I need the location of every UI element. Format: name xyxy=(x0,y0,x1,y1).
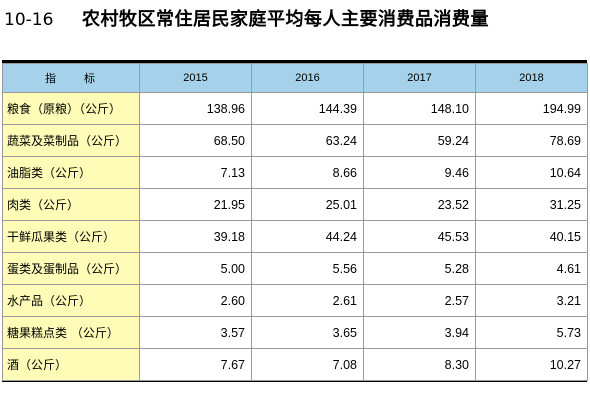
cell-value: 44.24 xyxy=(251,220,364,253)
table-row: 糖果糕点类 （公斤） 3.57 3.65 3.94 5.73 xyxy=(2,316,588,349)
header-year: 2018 xyxy=(475,63,588,93)
cell-value: 194.99 xyxy=(475,92,588,125)
table-row: 蔬菜及菜制品（公斤） 68.50 63.24 59.24 78.69 xyxy=(2,124,588,157)
table-row: 蛋类及蛋制品（公斤） 5.00 5.56 5.28 4.61 xyxy=(2,252,588,285)
cell-value: 2.61 xyxy=(251,284,364,317)
row-label: 粮食（原粮）（公斤） xyxy=(2,92,140,125)
consumption-table-frame: 指 标 2015 2016 2017 2018 粮食（原粮）（公斤） 138.9… xyxy=(2,60,588,382)
cell-value: 7.67 xyxy=(139,348,252,381)
cell-value: 148.10 xyxy=(363,92,476,125)
row-label: 水产品（公斤） xyxy=(2,284,140,317)
cell-value: 45.53 xyxy=(363,220,476,253)
cell-value: 25.01 xyxy=(251,188,364,221)
cell-value: 3.21 xyxy=(475,284,588,317)
cell-value: 59.24 xyxy=(363,124,476,157)
cell-value: 5.28 xyxy=(363,252,476,285)
cell-value: 5.00 xyxy=(139,252,252,285)
cell-value: 144.39 xyxy=(251,92,364,125)
page-title: 10-16 农村牧区常住居民家庭平均每人主要消费品消费量 xyxy=(4,7,489,33)
cell-value: 4.61 xyxy=(475,252,588,285)
cell-value: 68.50 xyxy=(139,124,252,157)
cell-value: 10.27 xyxy=(475,348,588,381)
header-year: 2015 xyxy=(139,63,252,93)
cell-value: 5.56 xyxy=(251,252,364,285)
cell-value: 2.57 xyxy=(363,284,476,317)
header-row: 指 标 2015 2016 2017 2018 xyxy=(2,63,588,93)
row-label: 酒（公斤） xyxy=(2,348,140,381)
table-row: 水产品（公斤） 2.60 2.61 2.57 3.21 xyxy=(2,284,588,317)
cell-value: 138.96 xyxy=(139,92,252,125)
cell-value: 9.46 xyxy=(363,156,476,189)
cell-value: 10.64 xyxy=(475,156,588,189)
cell-value: 7.13 xyxy=(139,156,252,189)
cell-value: 8.66 xyxy=(251,156,364,189)
cell-value: 39.18 xyxy=(139,220,252,253)
cell-value: 31.25 xyxy=(475,188,588,221)
table-row: 酒（公斤） 7.67 7.08 8.30 10.27 xyxy=(2,348,588,381)
row-label: 干鲜瓜果类（公斤） xyxy=(2,220,140,253)
row-label: 糖果糕点类 （公斤） xyxy=(2,316,140,349)
cell-value: 63.24 xyxy=(251,124,364,157)
row-label: 蔬菜及菜制品（公斤） xyxy=(2,124,140,157)
cell-value: 2.60 xyxy=(139,284,252,317)
table-row: 干鲜瓜果类（公斤） 39.18 44.24 45.53 40.15 xyxy=(2,220,588,253)
cell-value: 40.15 xyxy=(475,220,588,253)
table-row: 油脂类（公斤） 7.13 8.66 9.46 10.64 xyxy=(2,156,588,189)
cell-value: 8.30 xyxy=(363,348,476,381)
cell-value: 21.95 xyxy=(139,188,252,221)
row-label: 蛋类及蛋制品（公斤） xyxy=(2,252,140,285)
cell-value: 3.94 xyxy=(363,316,476,349)
cell-value: 3.65 xyxy=(251,316,364,349)
consumption-table: 指 标 2015 2016 2017 2018 粮食（原粮）（公斤） 138.9… xyxy=(2,63,588,381)
header-year: 2016 xyxy=(251,63,364,93)
header-year: 2017 xyxy=(363,63,476,93)
cell-value: 3.57 xyxy=(139,316,252,349)
cell-value: 78.69 xyxy=(475,124,588,157)
row-label: 肉类（公斤） xyxy=(2,188,140,221)
table-row: 肉类（公斤） 21.95 25.01 23.52 31.25 xyxy=(2,188,588,221)
cell-value: 23.52 xyxy=(363,188,476,221)
row-label: 油脂类（公斤） xyxy=(2,156,140,189)
cell-value: 7.08 xyxy=(251,348,364,381)
table-row: 粮食（原粮）（公斤） 138.96 144.39 148.10 194.99 xyxy=(2,92,588,125)
header-indicator: 指 标 xyxy=(2,63,140,93)
cell-value: 5.73 xyxy=(475,316,588,349)
table-title: 农村牧区常住居民家庭平均每人主要消费品消费量 xyxy=(82,9,489,30)
table-number: 10-16 xyxy=(4,10,54,30)
